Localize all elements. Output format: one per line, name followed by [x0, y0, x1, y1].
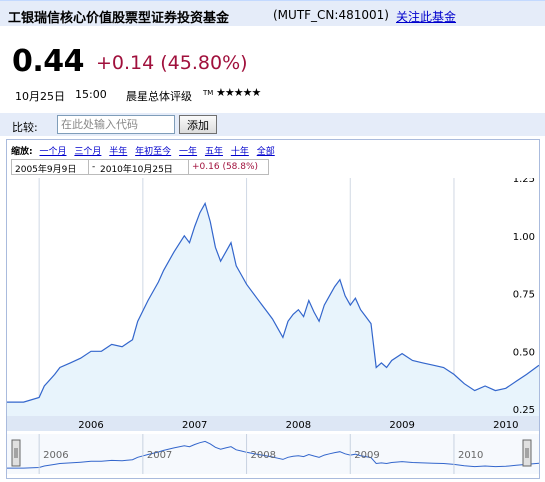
- rating-stars-icon: ★★★★★: [216, 86, 261, 99]
- fund-name: 工银瑞信核心价值股票型证券投资基金: [8, 11, 230, 26]
- price-chart[interactable]: 1.25 1.00 0.75 0.50 0.25 2006 2007 2008 2009 201…: [7, 178, 539, 478]
- x-axis-ticks: 2006 2007 2008 2009 2010: [78, 420, 518, 431]
- zoom-ytd-link[interactable]: 年初至今: [135, 147, 172, 157]
- range-change: +0.16 (58.8%): [192, 162, 259, 172]
- x-axis-band: [7, 416, 539, 431]
- quote-date: 10月25日: [15, 90, 65, 103]
- morningstar-rating-label: 晨星总体评级: [126, 90, 192, 103]
- y-tick-label: 1.25: [513, 178, 535, 185]
- zoom-1y-link[interactable]: 一年: [179, 147, 198, 157]
- range-divider: [188, 160, 189, 174]
- zoom-3m-link[interactable]: 三个月: [74, 147, 102, 157]
- navigator-year-label: 2009: [354, 450, 379, 461]
- x-tick-label: 2009: [389, 420, 414, 431]
- price-area-fill: [7, 203, 539, 416]
- y-axis-ticks: 1.25 1.00 0.75 0.50 0.25: [513, 178, 535, 416]
- navigator-background: [7, 434, 539, 474]
- zoom-10y-link[interactable]: 十年: [230, 147, 249, 157]
- x-tick-label: 2008: [286, 420, 311, 431]
- zoom-6m-link[interactable]: 半年: [109, 147, 128, 157]
- range-divider: [88, 160, 89, 174]
- range-end-date: 2010年10月25日: [100, 165, 173, 175]
- current-price: 0.44: [12, 44, 85, 79]
- y-tick-label: 0.50: [513, 347, 535, 358]
- range-separator: -: [92, 162, 96, 172]
- price-change: +0.14 (45.80%): [96, 52, 248, 74]
- zoom-1m-link[interactable]: 一个月: [39, 147, 67, 157]
- range-start-date: 2005年9月9日: [15, 165, 77, 175]
- trademark-mark: TM: [203, 89, 214, 97]
- navigator-year-label: 2007: [147, 450, 172, 461]
- fund-header: 工银瑞信核心价值股票型证券投资基金 (MUTF_CN:481001) 关注此基金: [0, 0, 545, 26]
- zoom-label: 缩放:: [11, 147, 33, 157]
- chart-panel: 缩放: 一个月 三个月 半年 年初至今 一年 五年 十年 全部 2005年9月9…: [6, 139, 540, 479]
- quote-time: 15:00: [75, 88, 107, 101]
- compare-symbol-input[interactable]: [57, 115, 175, 134]
- add-compare-button[interactable]: 添加: [179, 115, 217, 134]
- compare-label: 比较:: [12, 121, 38, 134]
- compare-bar: 比较: 添加: [0, 113, 545, 136]
- navigator-line: [7, 440, 539, 469]
- follow-fund-link[interactable]: 关注此基金: [396, 10, 457, 24]
- zoom-controls: 缩放: 一个月 三个月 半年 年初至今 一年 五年 十年 全部: [11, 144, 280, 158]
- zoom-all-link[interactable]: 全部: [256, 147, 275, 157]
- price-line: [7, 201, 539, 403]
- navigator-left-handle[interactable]: [11, 439, 21, 467]
- navigator-year-label: 2008: [251, 450, 276, 461]
- navigator-right-handle[interactable]: [522, 439, 532, 467]
- navigator-year-labels: 2006 2007 2008 2009 2010: [38, 434, 483, 474]
- navigator-year-label: 2006: [43, 450, 68, 461]
- navigator[interactable]: 2006 2007 2008 2009 2010: [7, 434, 539, 474]
- y-tick-label: 0.75: [513, 290, 535, 301]
- date-range-box: 2005年9月9日 - 2010年10月25日 +0.16 (58.8%): [11, 159, 269, 175]
- navigator-year-label: 2010: [458, 450, 483, 461]
- y-tick-label: 1.00: [513, 232, 535, 243]
- x-tick-label: 2006: [78, 420, 103, 431]
- y-tick-label: 0.25: [513, 405, 535, 416]
- fund-code: (MUTF_CN:481001): [273, 8, 389, 22]
- zoom-5y-link[interactable]: 五年: [204, 147, 223, 157]
- x-tick-label: 2010: [493, 420, 518, 431]
- x-tick-label: 2007: [182, 420, 207, 431]
